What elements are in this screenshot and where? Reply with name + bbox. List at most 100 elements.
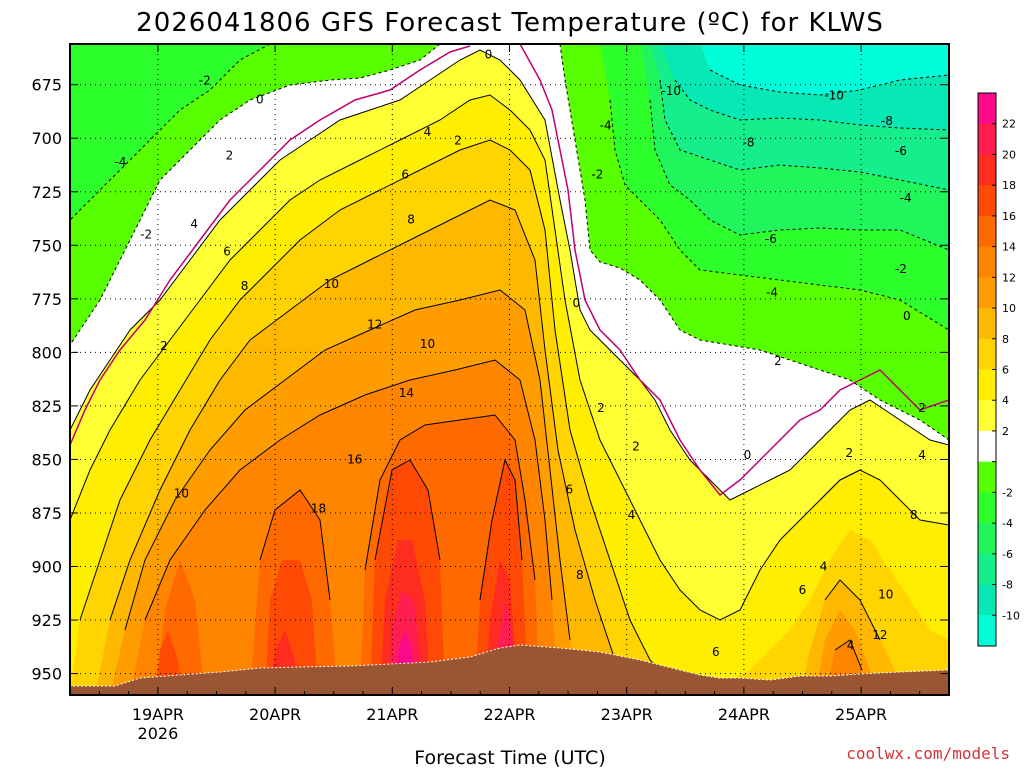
- band-16-18: [155, 460, 528, 695]
- contour-label: 10: [420, 337, 435, 351]
- contour-label: -8: [743, 136, 755, 150]
- y-tick-label: 850: [31, 450, 62, 469]
- x-tick-label: 23APR: [601, 705, 653, 724]
- contour-label: 2: [632, 440, 640, 454]
- contour-label: 6: [712, 645, 720, 659]
- colorbar-swatch: [978, 154, 996, 186]
- contour-label: -2: [140, 228, 152, 242]
- contour-label: 10: [878, 587, 893, 601]
- contour-label: 10: [324, 277, 339, 291]
- contour-line: [674, 79, 949, 131]
- contour-label: 6: [799, 583, 807, 597]
- chart-title: 2026041806 GFS Forecast Temperature (ºC)…: [136, 8, 884, 38]
- colorbar-tick-label: 18: [1002, 179, 1016, 192]
- grid: [70, 44, 949, 695]
- contour-label: -4: [114, 155, 126, 169]
- contour-label: 10: [174, 487, 189, 501]
- y-tick-label: 775: [31, 290, 62, 309]
- x-tick-label: 21APR: [366, 705, 418, 724]
- contour-label: 0: [572, 296, 580, 310]
- contour-label: 18: [311, 502, 326, 516]
- contour-label: -10: [824, 88, 844, 102]
- contour-line: [374, 458, 523, 601]
- terrain: [70, 644, 949, 695]
- contour-label: 16: [347, 452, 362, 466]
- band-cold-6: [700, 44, 949, 95]
- y-tick-label: 950: [31, 665, 62, 684]
- colorbar-tick-label: 12: [1002, 271, 1016, 284]
- zero-degree-contour: [70, 45, 471, 446]
- contour-label: 2: [160, 339, 168, 353]
- contour-label: 6: [565, 482, 573, 496]
- contour-label: 0: [744, 448, 752, 462]
- contour-label: 6: [223, 245, 231, 259]
- colorbar-swatch: [978, 430, 996, 463]
- contour-label: 14: [399, 386, 414, 400]
- colorbar-tick-label: 2: [1002, 425, 1009, 438]
- contour-line: [70, 49, 949, 501]
- contour-line: [70, 44, 441, 346]
- y-tick-label: 800: [31, 343, 62, 362]
- colorbar-swatch: [978, 277, 996, 309]
- colorbar-tick-label: 10: [1002, 302, 1016, 315]
- contour-label: -6: [895, 144, 907, 158]
- contour-label: -2: [199, 73, 211, 87]
- x-tick-sublabel: 2026: [138, 724, 179, 743]
- y-tick-label: 925: [31, 611, 62, 630]
- sub-freezing-contours: [70, 44, 949, 441]
- contour-label: 2: [454, 133, 462, 147]
- y-tick-label: 725: [31, 183, 62, 202]
- contour-line: [259, 414, 536, 601]
- contour-label: 12: [872, 628, 887, 642]
- contour-line: [79, 139, 671, 681]
- y-tick-label: 675: [31, 76, 62, 95]
- x-tick-label: 19APR: [132, 705, 184, 724]
- colorbar-tick-label: 6: [1002, 364, 1009, 377]
- colorbar-tick-label: 22: [1002, 118, 1016, 131]
- contour-label: 2: [774, 354, 782, 368]
- contour-label: -4: [600, 118, 612, 132]
- contour-label: 0: [256, 93, 264, 107]
- colorbar-swatch: [978, 308, 996, 340]
- contour-line: [649, 99, 949, 251]
- credit-text: coolwx.com/models: [846, 744, 1010, 763]
- colorbar-swatch: [978, 93, 996, 125]
- contour-label: 6: [401, 168, 409, 182]
- contour-label: 8: [241, 279, 249, 293]
- colorbar: 22 20 18 16 14 12 10 8 6 4 2 -2 -4 -6 -8 -10: [977, 92, 1020, 647]
- colorbar-tick-label: -6: [1002, 548, 1013, 561]
- contour-line: [109, 199, 616, 661]
- contour-label: 0: [903, 309, 911, 323]
- contour-label: -2: [591, 168, 603, 182]
- colorbar-tick-label: 8: [1002, 333, 1009, 346]
- colorbar-tick-label: -8: [1002, 579, 1013, 592]
- colorbar-swatch: [978, 584, 996, 616]
- y-tick-label: 825: [31, 397, 62, 416]
- contour-label: -4: [766, 285, 778, 299]
- contour-label: 4: [820, 560, 828, 574]
- contour-label: -8: [881, 114, 893, 128]
- colorbar-swatch: [978, 400, 996, 432]
- contour-line: [659, 79, 949, 191]
- colorbar-swatch: [978, 615, 996, 647]
- contour-label: -10: [661, 84, 681, 98]
- y-tick-label: 900: [31, 558, 62, 577]
- contour-line: [559, 44, 949, 441]
- contour-line: [609, 99, 949, 331]
- colorbar-swatch: [978, 461, 996, 493]
- colorbar-tick-label: 4: [1002, 394, 1009, 407]
- contour-label: 12: [367, 318, 382, 332]
- band-18-20: [270, 540, 518, 695]
- contour-label: -6: [765, 232, 777, 246]
- temperature-bands: [70, 44, 949, 695]
- colorbar-tick-label: -10: [1002, 609, 1020, 622]
- freezing-contour-lines: [70, 44, 949, 497]
- contour-label: 6: [958, 549, 966, 563]
- y-tick-label: 750: [31, 236, 62, 255]
- contour-line: [709, 69, 949, 96]
- colorbar-tick-label: -4: [1002, 517, 1013, 530]
